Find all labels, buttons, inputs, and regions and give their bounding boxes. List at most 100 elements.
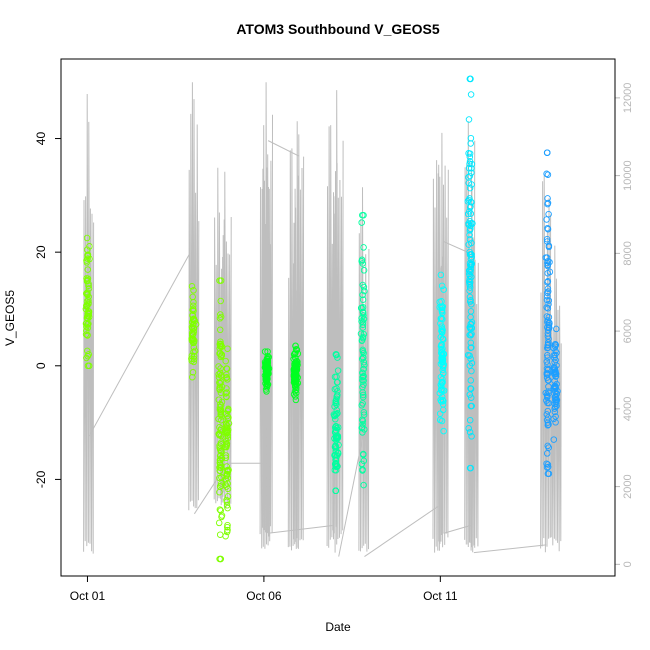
data-point <box>223 441 231 448</box>
altitude-connector-3 <box>267 140 300 157</box>
data-point <box>216 315 224 322</box>
data-point <box>86 255 93 263</box>
data-point <box>224 345 231 352</box>
data-point <box>85 311 92 318</box>
data-point <box>333 406 341 414</box>
data-point <box>543 238 551 245</box>
y2-tick-label: 10000 <box>622 160 634 191</box>
data-point <box>551 400 559 408</box>
data-point <box>261 348 269 355</box>
data-point <box>545 444 552 451</box>
data-point <box>552 373 560 380</box>
data-point <box>222 454 230 462</box>
data-point <box>216 432 223 439</box>
data-point <box>543 170 550 178</box>
data-point <box>467 198 475 206</box>
data-point <box>544 262 551 270</box>
data-point <box>465 425 472 432</box>
data-point <box>468 181 475 188</box>
data-point <box>224 485 232 493</box>
data-point <box>464 351 472 359</box>
data-point <box>468 169 475 176</box>
data-point <box>543 254 551 261</box>
data-point <box>466 158 474 165</box>
data-point <box>553 325 560 333</box>
point-cluster-11 <box>550 325 561 443</box>
data-point <box>438 304 446 311</box>
data-point <box>466 416 474 424</box>
data-point <box>361 361 368 369</box>
data-point <box>86 243 93 250</box>
data-point <box>545 383 552 390</box>
data-point <box>438 298 445 305</box>
data-point <box>545 421 552 428</box>
data-point <box>467 402 475 410</box>
data-point <box>466 150 474 157</box>
data-point <box>438 282 446 290</box>
data-point <box>468 344 475 351</box>
data-point <box>216 326 224 334</box>
data-point <box>438 341 445 349</box>
data-point <box>189 312 196 319</box>
data-point <box>467 464 474 472</box>
data-point <box>217 350 224 357</box>
data-point <box>544 332 552 340</box>
data-point <box>223 430 231 437</box>
data-point <box>551 408 559 416</box>
data-point <box>190 328 198 335</box>
data-point <box>543 358 551 365</box>
altitude-spike-7 <box>293 121 305 549</box>
data-point <box>360 349 367 357</box>
data-point <box>359 466 366 473</box>
data-point <box>468 367 475 375</box>
data-point <box>467 262 474 269</box>
data-point <box>466 428 474 436</box>
data-point <box>545 301 552 308</box>
data-point <box>544 354 551 361</box>
point-cluster-1 <box>188 283 200 381</box>
data-point <box>84 352 92 360</box>
data-point <box>84 291 91 299</box>
data-point <box>216 380 224 387</box>
data-point <box>545 242 553 250</box>
data-point <box>334 410 341 417</box>
data-point <box>551 354 558 362</box>
data-point <box>466 160 473 168</box>
data-point <box>359 374 366 381</box>
data-point <box>358 402 365 409</box>
data-point <box>223 422 231 430</box>
data-point <box>466 272 473 280</box>
point-cluster-5 <box>290 342 302 404</box>
data-point <box>465 241 472 248</box>
data-point <box>467 266 474 273</box>
data-point <box>84 266 92 273</box>
data-point <box>440 361 447 368</box>
data-point <box>190 355 198 363</box>
data-point <box>467 298 474 305</box>
data-point <box>544 342 551 349</box>
y-tick-label: -20 <box>34 470 48 488</box>
data-point <box>188 335 195 342</box>
data-point <box>358 337 366 344</box>
data-point <box>224 523 231 531</box>
data-point <box>544 394 551 401</box>
data-point <box>464 210 472 218</box>
data-point <box>544 461 552 468</box>
data-point <box>544 344 551 352</box>
data-point <box>359 354 367 361</box>
y2-tick-label: 12000 <box>622 83 634 114</box>
data-point <box>290 391 298 398</box>
x-tick-label: Oct 01 <box>70 589 106 603</box>
y2-tick-label: 4000 <box>622 397 634 421</box>
data-point <box>544 289 551 297</box>
data-point <box>263 365 270 373</box>
data-point <box>332 460 339 467</box>
data-point <box>85 285 93 292</box>
data-point <box>191 347 199 355</box>
data-point <box>468 433 475 440</box>
data-point <box>292 372 300 379</box>
data-point <box>216 404 224 411</box>
data-point <box>466 231 473 239</box>
data-point <box>465 196 473 204</box>
data-point <box>223 389 231 396</box>
